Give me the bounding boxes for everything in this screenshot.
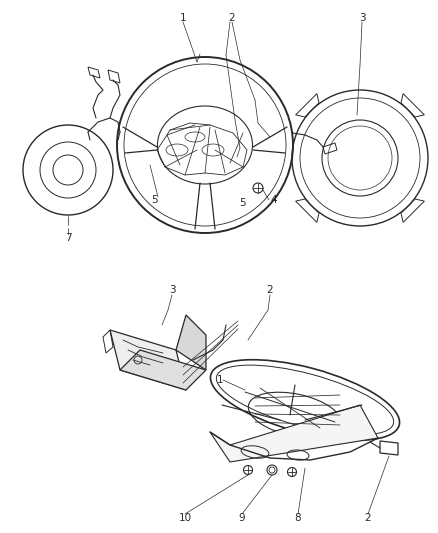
Text: 10: 10: [178, 513, 191, 523]
Text: 9: 9: [239, 513, 245, 523]
Text: 5: 5: [240, 198, 246, 208]
Text: 1: 1: [180, 13, 186, 23]
Polygon shape: [210, 405, 378, 462]
Polygon shape: [120, 350, 206, 390]
Text: 2: 2: [229, 13, 235, 23]
Text: 8: 8: [295, 513, 301, 523]
Text: 2: 2: [365, 513, 371, 523]
Text: 7: 7: [65, 233, 71, 243]
Text: 3: 3: [169, 285, 175, 295]
Text: 3: 3: [359, 13, 365, 23]
Text: 1: 1: [217, 375, 223, 385]
Polygon shape: [176, 315, 206, 370]
Text: 5: 5: [152, 195, 158, 205]
Text: 4: 4: [271, 195, 277, 205]
Text: 2: 2: [267, 285, 273, 295]
Polygon shape: [110, 330, 186, 390]
